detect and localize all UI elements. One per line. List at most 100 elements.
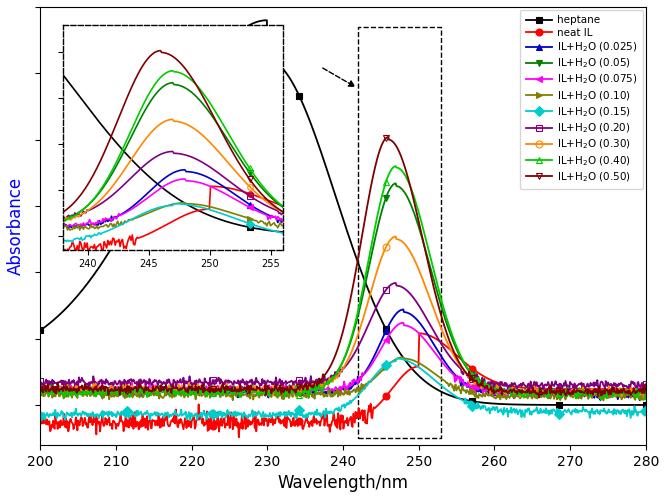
IL+H$_2$O (0.50) <box>36 386 44 392</box>
Y-axis label: Absorbance: Absorbance <box>7 177 25 275</box>
IL+H$_2$O (0.30) <box>642 392 650 398</box>
IL+H$_2$O (0.15) <box>406 359 414 365</box>
neat IL <box>559 386 567 392</box>
IL+H$_2$O (0.40) <box>73 388 81 394</box>
IL+H$_2$O (0.10) <box>496 396 504 402</box>
IL+H$_2$O (0.10) <box>36 391 44 397</box>
heptane <box>423 380 431 386</box>
neat IL <box>415 330 423 336</box>
IL+H$_2$O (0.025) <box>388 317 396 323</box>
IL+H$_2$O (0.075) <box>36 388 44 394</box>
IL+H$_2$O (0.15) <box>389 359 397 365</box>
IL+H$_2$O (0.10) <box>388 359 396 365</box>
IL+H$_2$O (0.40) <box>423 240 431 246</box>
IL+H$_2$O (0.05) <box>36 386 44 392</box>
Line: IL+H$_2$O (0.30): IL+H$_2$O (0.30) <box>37 233 649 400</box>
IL+H$_2$O (0.10) <box>405 356 413 362</box>
IL+H$_2$O (0.50) <box>405 177 413 183</box>
IL+H$_2$O (0.075) <box>405 323 413 329</box>
Line: IL+H$_2$O (0.10): IL+H$_2$O (0.10) <box>37 354 649 404</box>
Line: IL+H$_2$O (0.075): IL+H$_2$O (0.075) <box>37 319 649 401</box>
IL+H$_2$O (0.075) <box>423 339 431 345</box>
Bar <box>358 27 442 438</box>
IL+H$_2$O (0.025) <box>36 387 44 393</box>
IL+H$_2$O (0.05) <box>405 197 413 203</box>
neat IL <box>73 428 81 434</box>
IL+H$_2$O (0.025) <box>559 389 567 395</box>
IL+H$_2$O (0.50) <box>642 385 650 391</box>
IL+H$_2$O (0.10) <box>73 395 81 401</box>
IL+H$_2$O (0.20) <box>496 379 504 385</box>
IL+H$_2$O (0.30) <box>36 386 44 392</box>
IL+H$_2$O (0.15) <box>642 407 650 413</box>
IL+H$_2$O (0.05) <box>535 394 543 400</box>
IL+H$_2$O (0.50) <box>384 134 392 140</box>
IL+H$_2$O (0.15) <box>392 356 400 362</box>
Line: IL+H$_2$O (0.40): IL+H$_2$O (0.40) <box>37 163 649 403</box>
IL+H$_2$O (0.30) <box>73 384 81 390</box>
Line: IL+H$_2$O (0.15): IL+H$_2$O (0.15) <box>37 355 649 424</box>
neat IL <box>424 332 432 338</box>
IL+H$_2$O (0.025) <box>642 393 650 399</box>
IL+H$_2$O (0.15) <box>497 406 505 412</box>
heptane <box>263 17 271 23</box>
IL+H$_2$O (0.50) <box>535 394 543 400</box>
heptane <box>642 402 650 408</box>
IL+H$_2$O (0.075) <box>642 388 650 394</box>
IL+H$_2$O (0.075) <box>606 395 614 401</box>
IL+H$_2$O (0.40) <box>36 388 44 394</box>
IL+H$_2$O (0.10) <box>423 365 431 371</box>
Line: neat IL: neat IL <box>37 330 649 441</box>
IL+H$_2$O (0.15) <box>73 411 81 417</box>
Line: IL+H$_2$O (0.20): IL+H$_2$O (0.20) <box>37 279 649 394</box>
IL+H$_2$O (0.05) <box>642 389 650 395</box>
IL+H$_2$O (0.30) <box>392 234 400 240</box>
Line: IL+H$_2$O (0.05): IL+H$_2$O (0.05) <box>37 180 649 400</box>
IL+H$_2$O (0.40) <box>405 179 413 185</box>
IL+H$_2$O (0.025) <box>496 388 504 394</box>
X-axis label: Wavelength/nm: Wavelength/nm <box>278 474 408 492</box>
IL+H$_2$O (0.30) <box>388 236 396 242</box>
neat IL <box>235 434 243 440</box>
IL+H$_2$O (0.40) <box>559 388 567 394</box>
IL+H$_2$O (0.50) <box>423 255 431 261</box>
IL+H$_2$O (0.40) <box>597 396 605 402</box>
IL+H$_2$O (0.20) <box>642 381 650 387</box>
neat IL <box>642 386 650 392</box>
IL+H$_2$O (0.075) <box>400 320 408 326</box>
neat IL <box>405 367 413 373</box>
IL+H$_2$O (0.05) <box>496 386 504 392</box>
IL+H$_2$O (0.40) <box>642 393 650 399</box>
IL+H$_2$O (0.15) <box>186 417 194 423</box>
IL+H$_2$O (0.025) <box>400 306 408 312</box>
IL+H$_2$O (0.025) <box>423 330 431 336</box>
IL+H$_2$O (0.20) <box>633 388 641 394</box>
IL+H$_2$O (0.40) <box>392 163 400 169</box>
IL+H$_2$O (0.30) <box>516 394 524 400</box>
heptane <box>405 362 413 368</box>
IL+H$_2$O (0.30) <box>559 389 567 395</box>
IL+H$_2$O (0.20) <box>559 383 567 389</box>
neat IL <box>36 417 44 423</box>
IL+H$_2$O (0.30) <box>423 287 431 293</box>
IL+H$_2$O (0.075) <box>73 387 81 393</box>
IL+H$_2$O (0.025) <box>405 310 413 316</box>
IL+H$_2$O (0.20) <box>73 378 81 384</box>
neat IL <box>497 381 505 387</box>
IL+H$_2$O (0.05) <box>73 381 81 387</box>
IL+H$_2$O (0.40) <box>496 385 504 391</box>
neat IL <box>389 385 397 391</box>
Line: IL+H$_2$O (0.025): IL+H$_2$O (0.025) <box>37 306 649 404</box>
IL+H$_2$O (0.10) <box>559 391 567 397</box>
IL+H$_2$O (0.20) <box>423 316 431 322</box>
IL+H$_2$O (0.50) <box>559 388 567 394</box>
heptane <box>73 293 81 299</box>
IL+H$_2$O (0.15) <box>36 413 44 419</box>
IL+H$_2$O (0.075) <box>388 328 396 334</box>
IL+H$_2$O (0.10) <box>599 397 607 403</box>
IL+H$_2$O (0.15) <box>559 409 567 415</box>
IL+H$_2$O (0.025) <box>636 397 644 403</box>
IL+H$_2$O (0.20) <box>405 289 413 295</box>
IL+H$_2$O (0.025) <box>73 390 81 396</box>
IL+H$_2$O (0.05) <box>388 183 396 189</box>
